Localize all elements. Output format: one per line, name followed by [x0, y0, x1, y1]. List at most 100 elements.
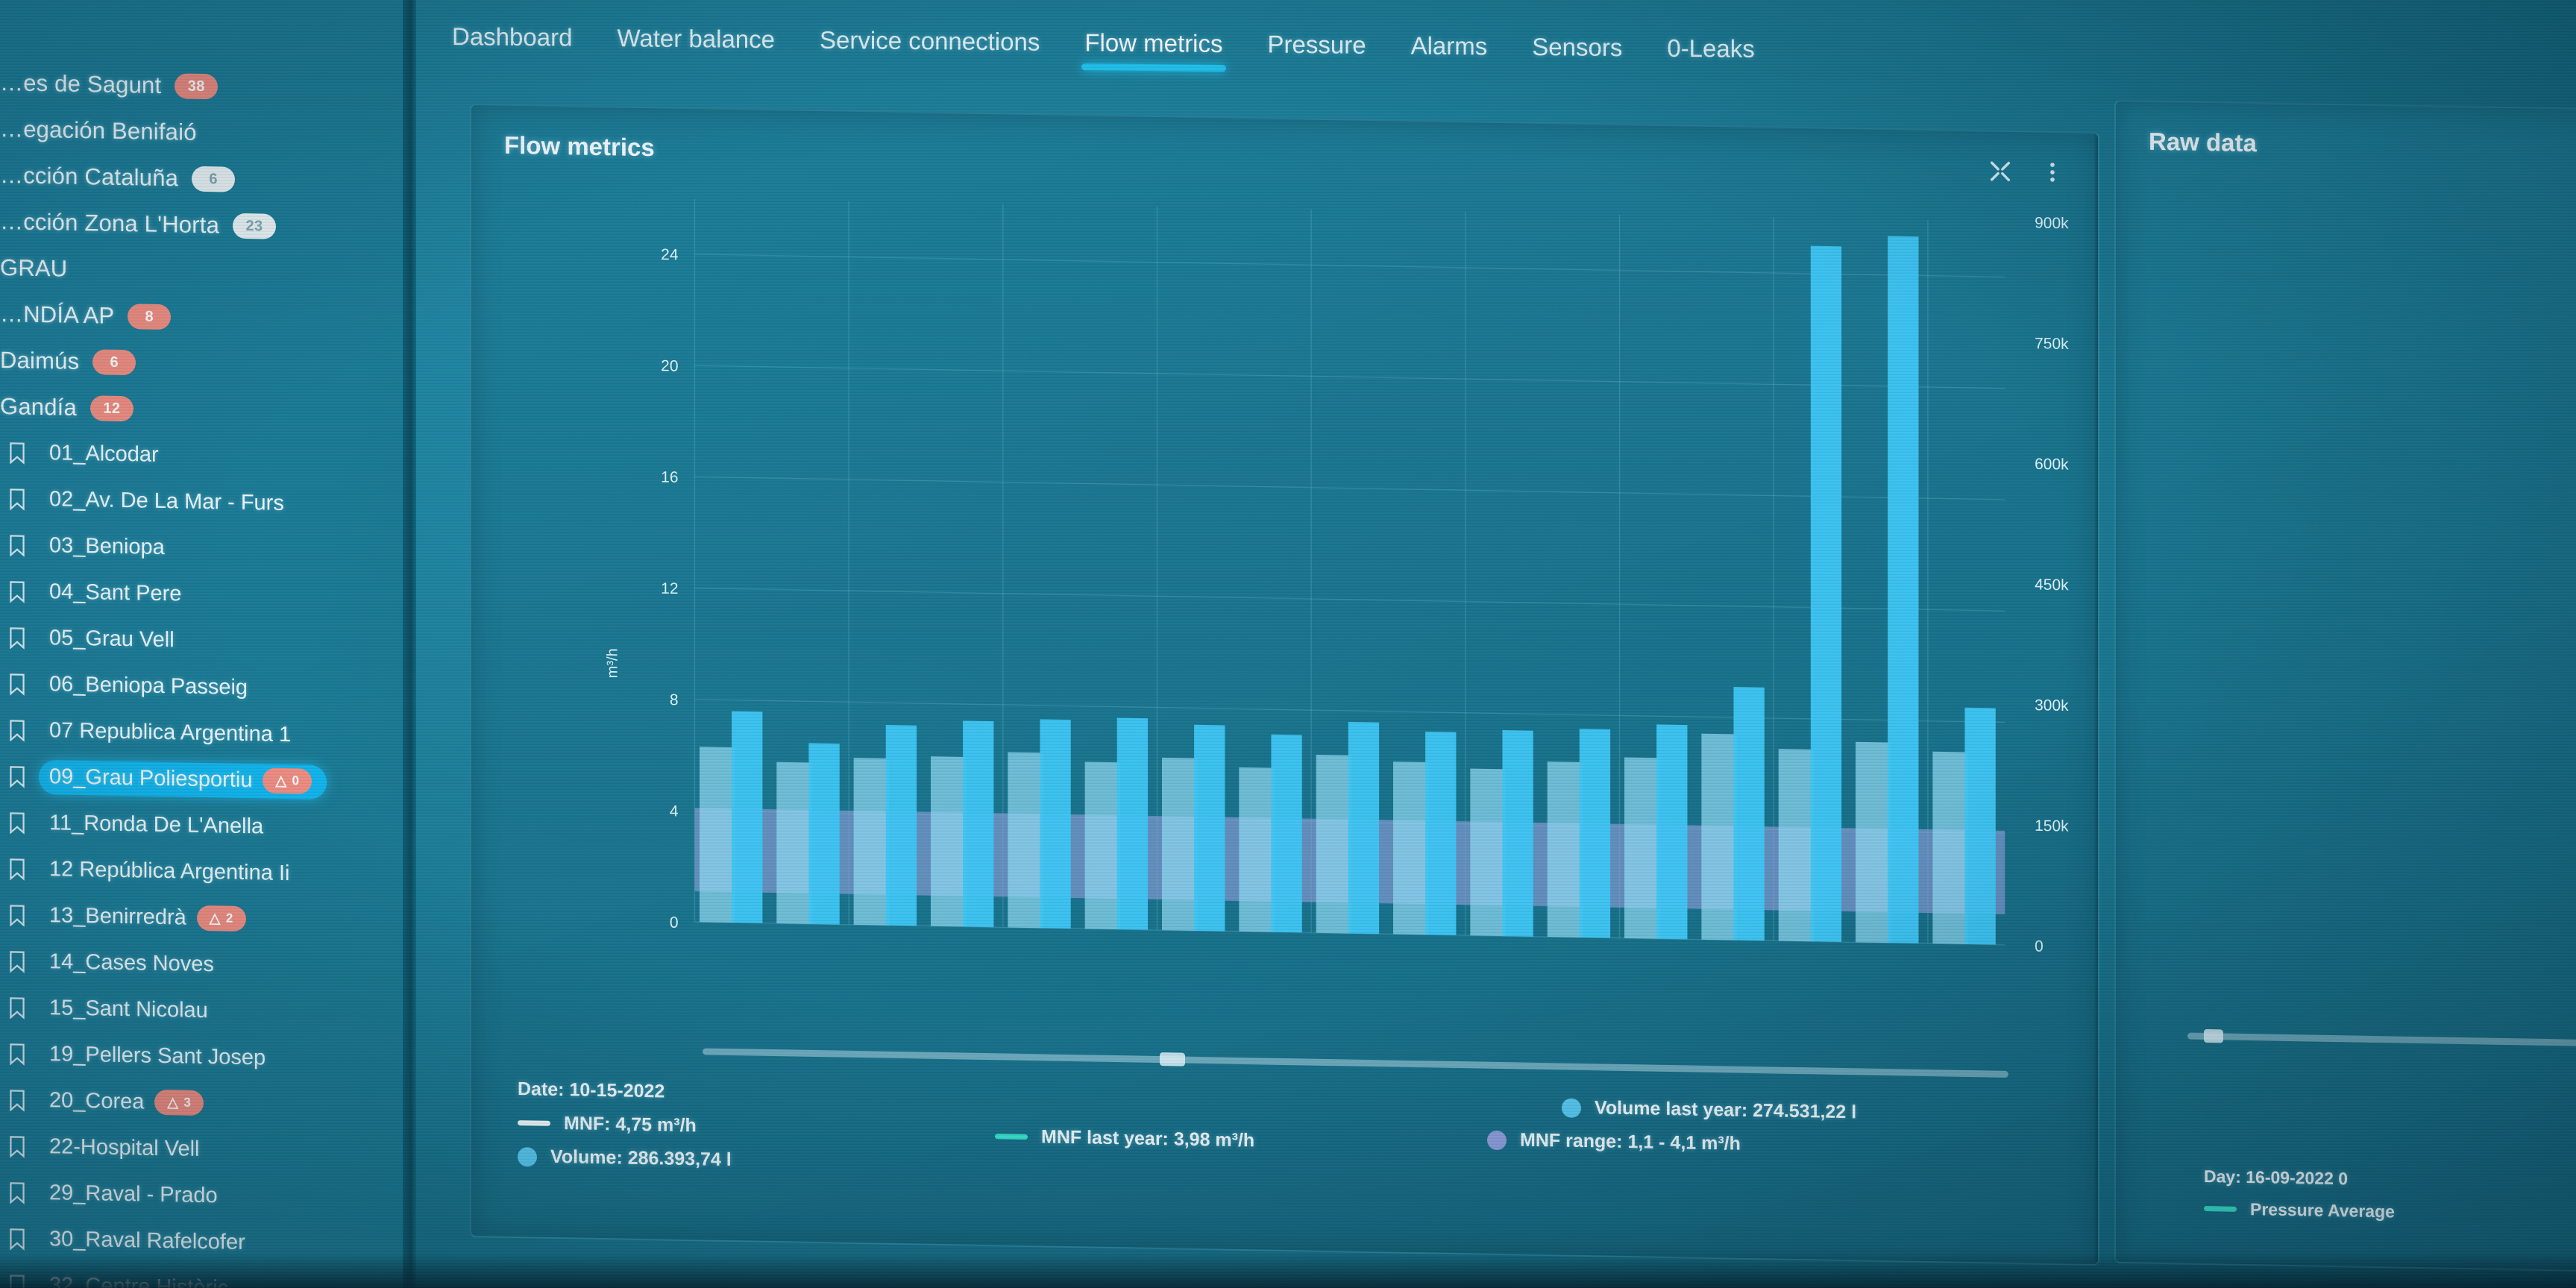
bar-volume[interactable] — [885, 725, 917, 926]
legend-mnf-range-swatch — [1487, 1130, 1507, 1150]
sidebar-node-11[interactable]: 14_Cases Noves — [0, 938, 409, 992]
bar-volume-last-year[interactable] — [1856, 741, 1891, 943]
more-vertical-icon[interactable] — [2040, 160, 2065, 186]
sidebar-node-pill[interactable]: 29_Raval - Prado — [39, 1176, 233, 1213]
sidebar-node-6[interactable]: 07 Republica Argentina 1 — [0, 707, 409, 761]
legend-volume[interactable]: Volume: 286.393,74 l — [518, 1146, 995, 1175]
bar-volume-last-year[interactable] — [1547, 761, 1583, 937]
sidebar-group-2[interactable]: …cción Cataluña 6 — [0, 152, 409, 206]
raw-data-plot[interactable] — [2116, 161, 2576, 1110]
sidebar-node-9[interactable]: 12 República Argentina Ii — [0, 846, 409, 899]
bar-volume[interactable] — [732, 711, 763, 923]
sidebar-node-8[interactable]: 11_Ronda De L'Anella — [0, 799, 409, 853]
tab-dashboard[interactable]: Dashboard — [452, 22, 573, 51]
sidebar-node-pill[interactable]: 01_Alcodar — [39, 436, 174, 472]
tab-flow-metrics[interactable]: Flow metrics — [1080, 21, 1227, 75]
sidebar-group-0[interactable]: …es de Sagunt 38 — [0, 60, 409, 113]
bar-volume[interactable] — [1271, 734, 1302, 933]
card-inner-edge — [2093, 133, 2098, 1265]
bar-volume[interactable] — [1502, 730, 1533, 937]
bar-volume-last-year[interactable] — [1701, 733, 1737, 940]
bar-volume[interactable] — [1810, 245, 1842, 943]
bar-volume[interactable] — [1425, 731, 1457, 936]
sidebar-group-4[interactable]: GRAU — [0, 245, 409, 298]
tab-alarms[interactable]: Alarms — [1410, 31, 1488, 60]
raw-scroll-thumb[interactable] — [2204, 1028, 2224, 1043]
bar-volume-last-year[interactable] — [1778, 749, 1815, 942]
tab-sensors[interactable]: Sensors — [1532, 32, 1623, 62]
sidebar-node-pill[interactable]: 02_Av. De La Mar - Furs — [39, 483, 299, 521]
bar-volume-last-year[interactable] — [1084, 761, 1121, 930]
tab-0-leaks[interactable]: 0-Leaks — [1667, 34, 1755, 63]
bar-volume[interactable] — [1733, 687, 1765, 941]
legend-mnf-last-year[interactable]: MNF last year: 3,98 m³/h — [995, 1125, 1517, 1156]
bar-volume-last-year[interactable] — [853, 758, 890, 926]
sidebar-node-pill[interactable]: 07 Republica Argentina 1 — [39, 714, 306, 753]
sidebar-node-pill[interactable]: 12 República Argentina Ii — [39, 852, 304, 891]
sidebar-node-pill[interactable]: 20_Corea △ 3 — [39, 1084, 219, 1121]
sidebar-group-1[interactable]: …egación Benifaió — [0, 106, 409, 160]
sidebar-node-13[interactable]: 19_Pellers Sant Josep — [0, 1031, 409, 1084]
bar-volume[interactable] — [1888, 236, 1919, 943]
sidebar-node-pill[interactable]: 15_Sant Nicolau — [39, 991, 223, 1028]
bar-volume[interactable] — [1040, 719, 1071, 929]
sidebar-node-0[interactable]: 01_Alcodar — [0, 430, 409, 483]
sidebar-group-3[interactable]: …cción Zona L'Horta 23 — [0, 198, 409, 252]
sidebar-node-pill[interactable]: 19_Pellers Sant Josep — [39, 1037, 280, 1075]
sidebar-node-pill[interactable]: 05_Grau Vell — [39, 621, 189, 658]
bar-volume-last-year[interactable] — [1316, 754, 1352, 934]
bar-volume-last-year[interactable] — [776, 761, 812, 924]
bar-volume[interactable] — [963, 720, 994, 928]
bar-volume[interactable] — [1194, 724, 1225, 932]
sidebar-node-4[interactable]: 05_Grau Vell — [0, 615, 409, 668]
flow-metrics-plot[interactable]: 0 4 8 12 16 20 24 0 150k 300k 450k 600k 750k 900k m³/h — [471, 165, 2098, 1073]
sidebar-node-14[interactable]: 20_Corea △ 3 — [0, 1077, 409, 1131]
tab-service-connections[interactable]: Service connections — [820, 25, 1040, 56]
tab-water-balance[interactable]: Water balance — [617, 24, 776, 54]
sidebar-node-3[interactable]: 04_Sant Pere — [0, 568, 409, 622]
sidebar-node-pill[interactable]: 14_Cases Noves — [39, 945, 229, 982]
legend-mnf[interactable]: MNF: 4,75 m³/h — [518, 1112, 995, 1142]
bar-volume-last-year[interactable] — [699, 747, 735, 923]
raw-legend-series[interactable]: Pressure Average — [2204, 1199, 2395, 1222]
bar-volume-last-year[interactable] — [930, 756, 967, 927]
tab-pressure[interactable]: Pressure — [1267, 30, 1366, 59]
legend-mnf-range[interactable]: MNF range: 1,1 - 4,1 m³/h — [1487, 1129, 1994, 1160]
sidebar-node-10[interactable]: 13_Benirredrà △ 2 — [0, 892, 409, 946]
sidebar-node-16[interactable]: 29_Raval - Prado — [0, 1169, 409, 1223]
sidebar-node-5[interactable]: 06_Beniopa Passeig — [0, 661, 409, 714]
bar-volume[interactable] — [1579, 729, 1611, 938]
sidebar-node-pill[interactable]: 09_Grau Poliesportiu △ 0 — [39, 759, 327, 800]
sidebar-node-1[interactable]: 02_Av. De La Mar - Furs — [0, 476, 409, 530]
bar-volume[interactable] — [1964, 707, 1996, 945]
legend-volume-last-year[interactable]: Volume last year: 274.531,22 l — [1562, 1096, 1994, 1125]
sidebar-node-pill[interactable]: 06_Beniopa Passeig — [39, 667, 263, 705]
sidebar-group-7[interactable]: Gandía 12 — [0, 383, 409, 437]
sidebar-node-7[interactable]: 09_Grau Poliesportiu △ 0 — [0, 753, 409, 807]
bar-volume-last-year[interactable] — [1624, 757, 1660, 939]
bar-volume-last-year[interactable] — [1162, 757, 1198, 931]
bar-volume-last-year[interactable] — [1008, 752, 1043, 929]
sidebar-group-6[interactable]: Daimús 6 — [0, 337, 409, 391]
bar-volume[interactable] — [1656, 724, 1688, 940]
sidebar-node-17[interactable]: 30_Raval Rafelcofer — [0, 1216, 409, 1269]
bar-volume-last-year[interactable] — [1470, 768, 1506, 937]
bar-volume[interactable] — [1116, 717, 1149, 930]
bar-volume[interactable] — [1348, 721, 1380, 934]
bar-volume-last-year[interactable] — [1932, 751, 1968, 944]
sidebar-node-pill[interactable]: 11_Ronda De L'Anella — [39, 806, 278, 844]
chart-scroll-thumb[interactable] — [1159, 1052, 1185, 1066]
sidebar-group-badge: 38 — [175, 73, 219, 100]
sidebar-node-pill[interactable]: 03_Beniopa — [39, 529, 180, 565]
sidebar-node-15[interactable]: 22-Hospital Vell — [0, 1123, 409, 1177]
sidebar-group-5[interactable]: …NDÍA AP 8 — [0, 291, 409, 345]
bar-volume-last-year[interactable] — [1393, 761, 1429, 935]
sidebar-node-pill[interactable]: 04_Sant Pere — [39, 575, 196, 612]
sidebar-node-2[interactable]: 03_Beniopa — [0, 522, 409, 576]
bar-volume-last-year[interactable] — [1239, 767, 1275, 932]
bar-volume[interactable] — [808, 743, 840, 925]
expand-icon[interactable] — [1988, 158, 2013, 184]
sidebar-node-12[interactable]: 15_Sant Nicolau — [0, 984, 409, 1038]
sidebar-node-pill[interactable]: 13_Benirredrà △ 2 — [39, 899, 261, 937]
sidebar-node-pill[interactable]: 22-Hospital Vell — [39, 1130, 215, 1166]
